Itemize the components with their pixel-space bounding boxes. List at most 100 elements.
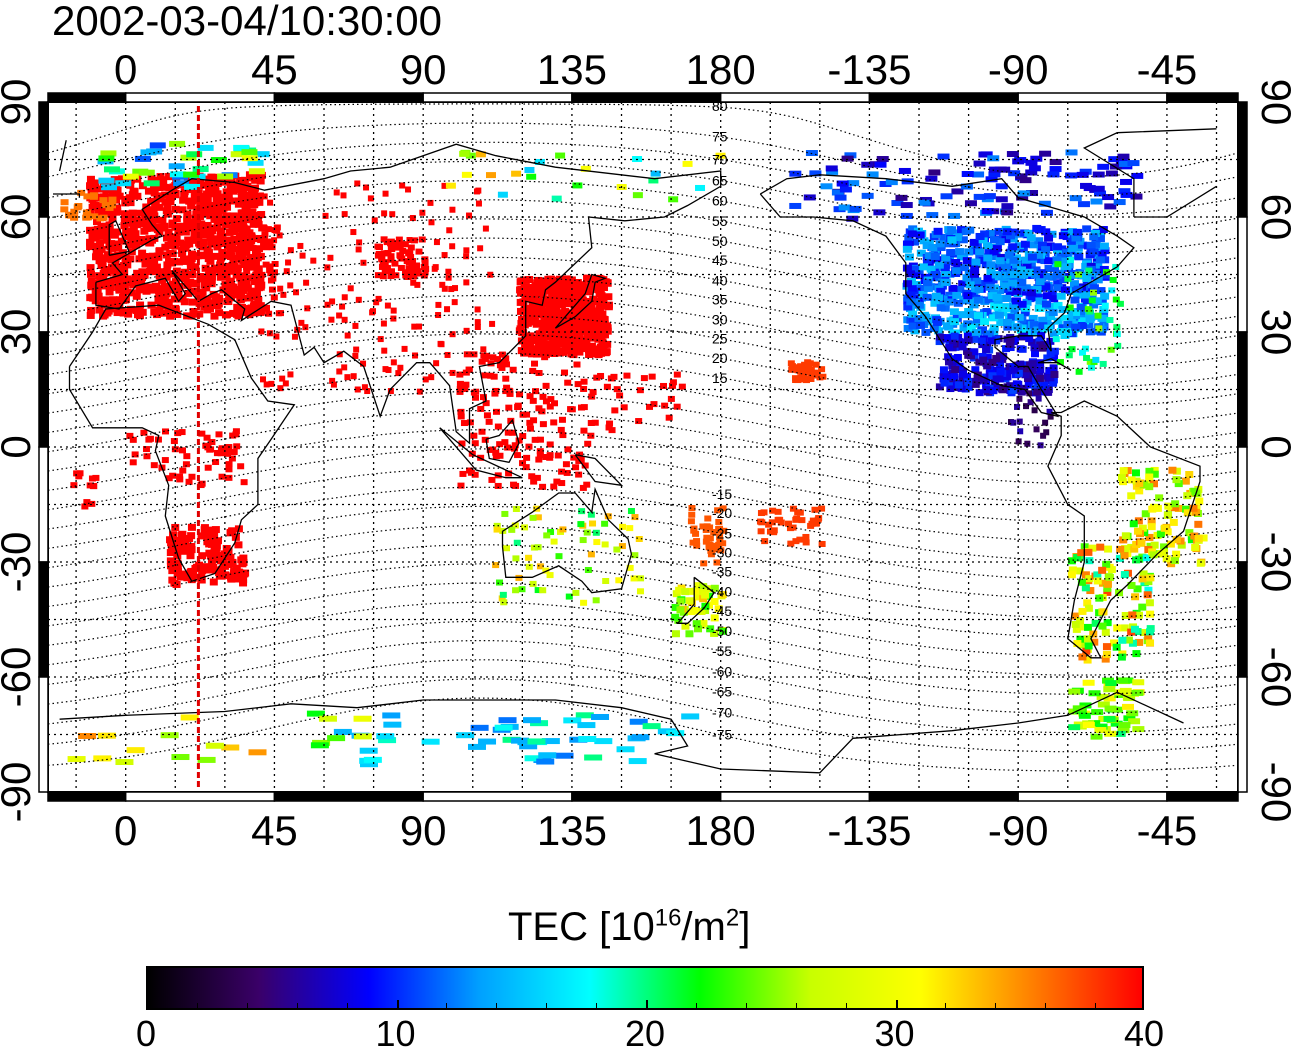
tec-cell bbox=[637, 575, 645, 582]
tec-cell bbox=[936, 287, 946, 295]
tec-cell bbox=[964, 269, 974, 277]
tec-cell bbox=[601, 520, 609, 527]
tec-cell bbox=[508, 526, 516, 533]
tec-cell bbox=[363, 756, 382, 763]
tec-cell bbox=[1001, 209, 1014, 216]
tec-cell bbox=[575, 712, 594, 719]
tec-cell bbox=[572, 337, 581, 345]
top-longitude-label: 0 bbox=[114, 46, 137, 93]
tec-cell bbox=[1014, 230, 1024, 238]
tec-cell bbox=[291, 333, 298, 340]
tec-cell bbox=[215, 431, 223, 438]
tec-cell bbox=[1172, 550, 1181, 558]
tec-cell bbox=[105, 288, 114, 296]
tec-cell bbox=[1068, 566, 1077, 574]
tec-cell bbox=[178, 530, 187, 538]
tec-cell bbox=[428, 374, 435, 381]
tec-cell bbox=[537, 303, 546, 311]
tec-cell bbox=[218, 233, 227, 241]
tec-cell bbox=[529, 318, 538, 326]
tec-cell bbox=[1135, 480, 1144, 488]
tec-cell bbox=[532, 346, 541, 354]
coastline bbox=[108, 219, 130, 256]
tec-cell bbox=[879, 180, 892, 187]
tec-cell bbox=[1028, 314, 1038, 322]
tec-cell bbox=[178, 429, 186, 436]
tec-cell bbox=[1079, 349, 1087, 356]
tec-cell bbox=[1066, 304, 1074, 311]
tec-cell bbox=[908, 322, 918, 330]
tec-cell bbox=[717, 547, 725, 554]
tec-cell bbox=[556, 320, 565, 328]
tec-cell bbox=[983, 353, 992, 361]
tec-cell bbox=[1102, 560, 1111, 568]
tec-cell bbox=[591, 314, 600, 322]
tec-cell bbox=[165, 475, 173, 482]
tec-cell bbox=[185, 240, 194, 248]
tec-cell bbox=[1194, 520, 1203, 528]
tec-cell bbox=[707, 547, 715, 554]
tec-cell bbox=[129, 236, 138, 244]
tec-cell bbox=[963, 347, 972, 355]
tec-cell bbox=[249, 221, 257, 228]
tec-cell bbox=[861, 192, 874, 199]
tec-cell bbox=[120, 222, 129, 230]
tec-cell bbox=[805, 363, 813, 370]
tec-cell bbox=[530, 544, 538, 551]
tec-cell bbox=[466, 467, 474, 474]
tec-cell bbox=[710, 629, 719, 637]
tec-cell bbox=[981, 261, 991, 269]
tec-cell bbox=[1113, 331, 1121, 338]
tec-cell bbox=[581, 462, 589, 469]
tec-cell bbox=[1113, 324, 1121, 331]
frame-bar-bottom bbox=[868, 791, 1019, 802]
tec-cell bbox=[1012, 386, 1021, 394]
right-latitude-label: 30 bbox=[1253, 309, 1292, 356]
tec-cell bbox=[405, 186, 412, 193]
tec-cell bbox=[142, 287, 151, 295]
tec-cell bbox=[492, 562, 500, 569]
tec-cell bbox=[210, 215, 219, 223]
tec-cell bbox=[205, 540, 214, 548]
tec-cell bbox=[223, 450, 231, 457]
tec-cell bbox=[535, 405, 543, 412]
tec-cell bbox=[1163, 528, 1172, 536]
tec-cell bbox=[198, 243, 207, 251]
tec-cell bbox=[1001, 203, 1014, 210]
tec-cell bbox=[936, 243, 946, 251]
tec-cell bbox=[219, 273, 228, 281]
tec-cell bbox=[479, 394, 487, 401]
tec-cell bbox=[228, 560, 237, 568]
tec-cell bbox=[988, 358, 997, 366]
tec-cell bbox=[96, 257, 105, 265]
tec-cell bbox=[268, 286, 276, 293]
tec-cell bbox=[374, 252, 382, 259]
tec-cell bbox=[970, 335, 979, 343]
tec-cell bbox=[224, 561, 233, 569]
tec-cell bbox=[1029, 321, 1039, 329]
tec-cell bbox=[488, 476, 496, 483]
tec-cell bbox=[86, 264, 95, 272]
tec-cell bbox=[1028, 165, 1041, 172]
tec-cell bbox=[531, 284, 540, 292]
tec-cell bbox=[1031, 407, 1038, 414]
tec-cell bbox=[1100, 271, 1110, 279]
tec-cell bbox=[1117, 727, 1130, 734]
tec-cell bbox=[982, 346, 991, 354]
tec-cell bbox=[503, 384, 511, 391]
tec-cell bbox=[104, 307, 113, 315]
tec-cell bbox=[174, 228, 183, 236]
frame-bar-top bbox=[47, 92, 127, 103]
tec-cell bbox=[396, 243, 404, 250]
tec-cell bbox=[1147, 517, 1156, 525]
tec-cell bbox=[1050, 347, 1059, 355]
tec-cell bbox=[1146, 574, 1155, 582]
magnetic-contour bbox=[47, 103, 1239, 178]
tec-cell bbox=[232, 291, 240, 298]
top-longitude-label: 180 bbox=[686, 46, 756, 93]
tec-cell bbox=[1003, 323, 1013, 331]
tec-cell bbox=[110, 276, 119, 284]
tec-cell bbox=[511, 442, 519, 449]
tec-cell bbox=[984, 248, 994, 256]
tec-cell bbox=[1118, 188, 1131, 195]
